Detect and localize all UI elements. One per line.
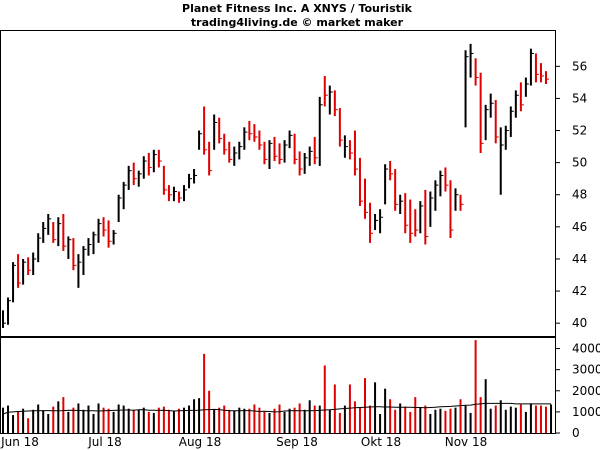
price-tick-label: 40 <box>572 316 587 330</box>
price-tick-label: 42 <box>572 284 587 298</box>
month-label: Aug 18 <box>179 435 222 449</box>
price-tick-label: 56 <box>572 59 587 73</box>
price-tick-label: 46 <box>572 220 587 234</box>
price-panel-frame <box>0 30 556 337</box>
date-axis: Jun 18 Jul 18 Aug 18 Sep 18 Okt 18 Nov 18 <box>0 435 487 449</box>
price-tick-label: 50 <box>572 156 587 170</box>
price-tick-label: 48 <box>572 188 587 202</box>
price-tick-label: 52 <box>572 124 587 138</box>
volume-tick-label: 4000 <box>572 342 600 356</box>
volume-panel-frame <box>0 337 556 434</box>
chart-title: Planet Fitness Inc. A XNYS / Touristik <box>182 2 413 15</box>
price-axis: 40 42 44 46 48 50 52 54 56 <box>556 59 587 330</box>
price-tick-label: 44 <box>572 252 587 266</box>
volume-bars <box>2 340 553 433</box>
month-label: Sep 18 <box>276 435 318 449</box>
chart-subtitle: trading4living.de © market maker <box>191 16 404 29</box>
volume-tick-label: 3000 <box>572 363 600 377</box>
month-label: Jun 18 <box>0 435 39 449</box>
month-label: Nov 18 <box>445 435 488 449</box>
volume-axis: 0 1000 2000 3000 4000 <box>556 342 600 440</box>
volume-tick-label: 2000 <box>572 384 600 398</box>
month-label: Jul 18 <box>87 435 122 449</box>
price-tick-label: 54 <box>572 91 587 105</box>
volume-tick-label: 1000 <box>572 405 600 419</box>
volume-tick-label: 0 <box>572 426 580 440</box>
volume-average-line <box>2 402 551 415</box>
price-bars <box>2 43 549 328</box>
month-label: Okt 18 <box>361 435 401 449</box>
